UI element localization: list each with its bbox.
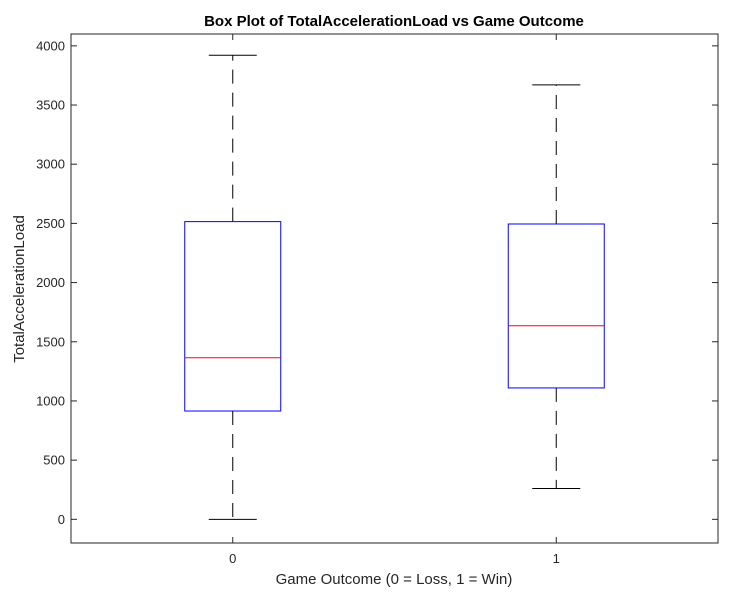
box-1	[507, 84, 605, 490]
y-tick-label: 2000	[36, 275, 65, 290]
box-series	[184, 54, 605, 520]
y-tick-label: 4000	[36, 38, 65, 53]
plot-area	[70, 33, 719, 544]
x-tick-label: 1	[553, 551, 560, 566]
x-tick-label: 0	[229, 551, 236, 566]
y-tick-label: 3500	[36, 98, 65, 113]
y-tick-label: 2500	[36, 216, 65, 231]
y-axis-label: TotalAccelerationLoad	[11, 215, 28, 363]
y-axis: 0 500 1000 1500 2000 2500 3000 3500 4000	[36, 38, 718, 527]
box-0	[184, 54, 282, 520]
y-tick-label: 1500	[36, 334, 65, 349]
iqr-box	[507, 223, 605, 389]
x-axis-label: Game Outcome (0 = Loss, 1 = Win)	[276, 571, 513, 588]
y-tick-label: 0	[58, 512, 65, 527]
chart-title: Box Plot of TotalAccelerationLoad vs Gam…	[204, 13, 584, 30]
y-tick-label: 500	[43, 453, 65, 468]
y-tick-label: 1000	[36, 393, 65, 408]
iqr-box	[184, 221, 282, 412]
y-tick-label: 3000	[36, 157, 65, 172]
